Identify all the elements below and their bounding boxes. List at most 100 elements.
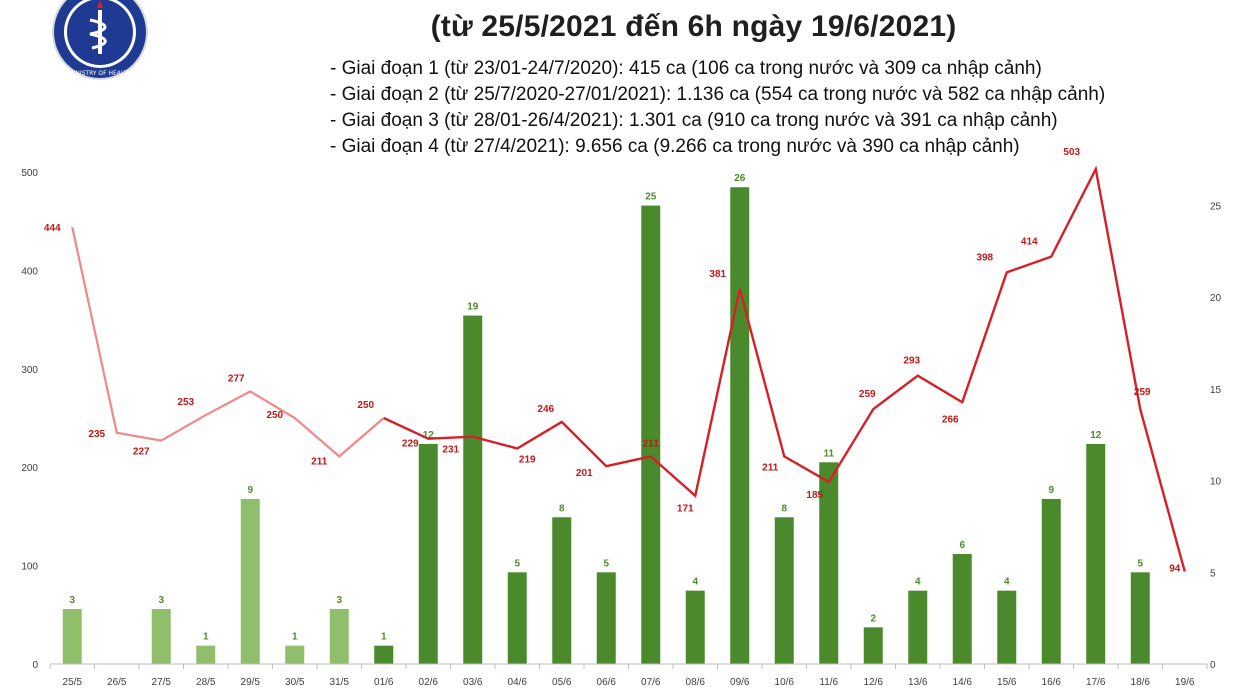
- x-tick-label: 02/6: [419, 677, 439, 688]
- x-tick-label: 04/6: [508, 677, 528, 688]
- bar: [863, 627, 883, 664]
- ministry-of-health-logo: MINISTRY OF HEALTH: [52, 0, 148, 80]
- bar: [641, 205, 661, 664]
- chart-subtitle: (từ 25/5/2021 đến 6h ngày 19/6/2021): [430, 10, 957, 43]
- phase-item-4: - Giai đoạn 4 (từ 27/4/2021): 9.656 ca (…: [330, 136, 1020, 157]
- bar: [1086, 443, 1106, 664]
- bar-value-label: 8: [559, 503, 565, 514]
- phase-item-2: - Giai đoạn 2 (từ 25/7/2020-27/01/2021):…: [330, 84, 1106, 105]
- bar-value-label: 4: [1004, 577, 1010, 588]
- line-value-label: 227: [133, 447, 150, 458]
- line-value-label: 259: [859, 389, 876, 400]
- x-tick-label: 27/5: [152, 677, 172, 688]
- x-tick-label: 19/6: [1175, 677, 1195, 688]
- left-tick-label: 300: [21, 365, 38, 376]
- line-value-label: 253: [177, 397, 194, 408]
- line-value-label: 250: [266, 410, 283, 421]
- right-tick-label: 0: [1210, 660, 1216, 671]
- bar: [151, 608, 171, 664]
- right-tick-label: 20: [1210, 293, 1222, 304]
- x-tick-label: 28/5: [196, 677, 216, 688]
- bar-value-label: 12: [423, 430, 435, 441]
- line-value-label: 266: [942, 414, 959, 425]
- line-value-label: 94: [1169, 564, 1181, 575]
- left-axis: 0 100 200 300 400 500: [21, 168, 38, 671]
- left-tick-label: 100: [21, 562, 38, 573]
- x-tick-label: 05/6: [552, 677, 572, 688]
- left-tick-label: 200: [21, 463, 38, 474]
- line-value-label: 235: [88, 429, 105, 440]
- bar: [374, 645, 394, 664]
- bar-value-label: 11: [823, 448, 834, 459]
- left-tick-label: 0: [32, 660, 38, 671]
- bar: [819, 462, 839, 664]
- bar-value-label: 4: [692, 577, 698, 588]
- x-tick-label: 08/6: [686, 677, 706, 688]
- line-value-label: 211: [643, 438, 660, 449]
- bar: [1130, 572, 1150, 664]
- x-tick-label: 30/5: [285, 677, 305, 688]
- line-segment-early: [71, 226, 385, 458]
- x-tick-label: 09/6: [730, 677, 750, 688]
- bar-value-label: 9: [247, 485, 253, 496]
- header: MINISTRY OF HEALTH (từ 25/5/2021 đến 6h …: [0, 0, 1242, 160]
- bar-value-label: 19: [467, 302, 479, 313]
- x-tick-label: 01/6: [374, 677, 394, 688]
- logo-text: MINISTRY OF HEALTH: [68, 70, 131, 77]
- x-axis: 25/5 26/5 27/5 28/5 29/5 30/5 31/5 01/6 02/6 03/6…: [49, 663, 1208, 688]
- bar-value-label: 3: [336, 595, 342, 606]
- line-value-label: 219: [519, 455, 536, 466]
- bar-value-label: 12: [1090, 430, 1102, 441]
- bar-value-label: 3: [69, 595, 75, 606]
- x-tick-label: 10/6: [775, 677, 795, 688]
- bar: [908, 590, 928, 664]
- line-value-label: 444: [44, 223, 61, 234]
- bar: [596, 572, 616, 664]
- line-segment-recent: [383, 165, 1186, 572]
- x-tick-label: 13/6: [908, 677, 928, 688]
- phase-list: - Giai đoạn 1 (từ 23/01-24/7/2020): 415 …: [330, 56, 1105, 160]
- x-tick-label: 31/5: [330, 677, 350, 688]
- bar: [463, 315, 483, 664]
- bar: [1041, 498, 1061, 664]
- bar-value-label: 8: [781, 503, 787, 514]
- bar-value-label: 4: [915, 577, 921, 588]
- line-value-label: 185: [806, 490, 823, 501]
- bar-value-label: 5: [1137, 558, 1143, 569]
- phase-item-3: - Giai đoạn 3 (từ 28/01-26/4/2021): 1.30…: [330, 110, 1058, 131]
- bar-value-label: 9: [1048, 485, 1054, 496]
- line-value-label: 277: [228, 373, 245, 384]
- bar: [952, 553, 972, 664]
- line-value-label: 381: [709, 269, 726, 280]
- line-value-label: 211: [311, 456, 328, 467]
- x-tick-label: 12/6: [864, 677, 884, 688]
- line-value-label: 259: [1134, 387, 1151, 398]
- line-value-label: 231: [442, 445, 459, 456]
- line-value-label: 229: [402, 439, 419, 450]
- bar: [329, 608, 349, 664]
- line-value-label: 503: [1063, 147, 1080, 158]
- right-tick-label: 10: [1210, 477, 1222, 488]
- x-tick-label: 03/6: [463, 677, 483, 688]
- line-value-label: 293: [903, 356, 920, 367]
- line-value-label: 250: [357, 400, 374, 411]
- line-value-label: 201: [576, 468, 593, 479]
- x-tick-label: 17/6: [1086, 677, 1106, 688]
- bar: [730, 187, 750, 664]
- x-tick-label: 16/6: [1042, 677, 1062, 688]
- bar-value-label: 5: [514, 558, 520, 569]
- bar-value-label: 2: [870, 613, 876, 624]
- x-tick-label: 07/6: [641, 677, 661, 688]
- right-tick-label: 25: [1210, 202, 1222, 213]
- bar: [285, 645, 305, 664]
- bar: [418, 443, 438, 664]
- x-tick-label: 06/6: [597, 677, 617, 688]
- phase-item-1: - Giai đoạn 1 (từ 23/01-24/7/2020): 415 …: [330, 58, 1042, 79]
- left-tick-label: 400: [21, 266, 38, 277]
- bar: [196, 645, 216, 664]
- right-tick-label: 5: [1210, 568, 1216, 579]
- bar: [552, 517, 572, 664]
- line-series: 444 235 227 253 277 250 211 250 229 231 219 246 201 2…: [44, 147, 1186, 575]
